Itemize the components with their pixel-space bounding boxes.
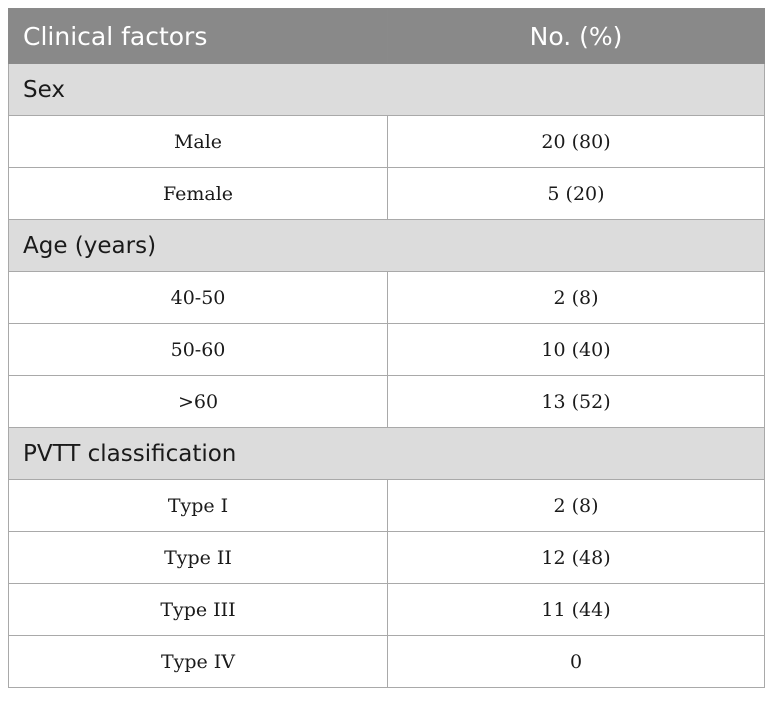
factor-cell: Type IV (8, 635, 388, 688)
factor-cell: Male (8, 115, 388, 168)
value-cell: 0 (387, 635, 765, 688)
table-row: Type I 2 (8) (8, 479, 765, 532)
table-row: 40-50 2 (8) (8, 271, 765, 324)
table-row: >60 13 (52) (8, 375, 765, 428)
factor-cell: >60 (8, 375, 388, 428)
table-body: Sex Male 20 (80) Female 5 (20) Age (year… (8, 63, 765, 688)
table-row: Male 20 (80) (8, 115, 765, 168)
header-count-percent: No. (%) (387, 8, 765, 64)
factor-cell: Type I (8, 479, 388, 532)
value-cell: 2 (8) (387, 271, 765, 324)
section-row-pvtt-classification: PVTT classification (8, 427, 765, 480)
section-title: Sex (8, 63, 765, 116)
table-row: Type III 11 (44) (8, 583, 765, 636)
table-header: Clinical factors No. (%) (8, 8, 765, 64)
factor-cell: Female (8, 167, 388, 220)
header-row: Clinical factors No. (%) (8, 8, 765, 64)
table-row: Type IV 0 (8, 635, 765, 688)
value-cell: 20 (80) (387, 115, 765, 168)
table-row: 50-60 10 (40) (8, 323, 765, 376)
factor-cell: Type II (8, 531, 388, 584)
value-cell: 10 (40) (387, 323, 765, 376)
table-row: Female 5 (20) (8, 167, 765, 220)
factor-cell: Type III (8, 583, 388, 636)
value-cell: 2 (8) (387, 479, 765, 532)
section-title: PVTT classification (8, 427, 765, 480)
value-cell: 5 (20) (387, 167, 765, 220)
factor-cell: 50-60 (8, 323, 388, 376)
header-clinical-factors: Clinical factors (8, 8, 388, 64)
clinical-factors-table: Clinical factors No. (%) Sex Male 20 (80… (8, 8, 765, 688)
section-row-sex: Sex (8, 63, 765, 116)
value-cell: 11 (44) (387, 583, 765, 636)
section-title: Age (years) (8, 219, 765, 272)
section-row-age: Age (years) (8, 219, 765, 272)
value-cell: 13 (52) (387, 375, 765, 428)
table-row: Type II 12 (48) (8, 531, 765, 584)
factor-cell: 40-50 (8, 271, 388, 324)
value-cell: 12 (48) (387, 531, 765, 584)
